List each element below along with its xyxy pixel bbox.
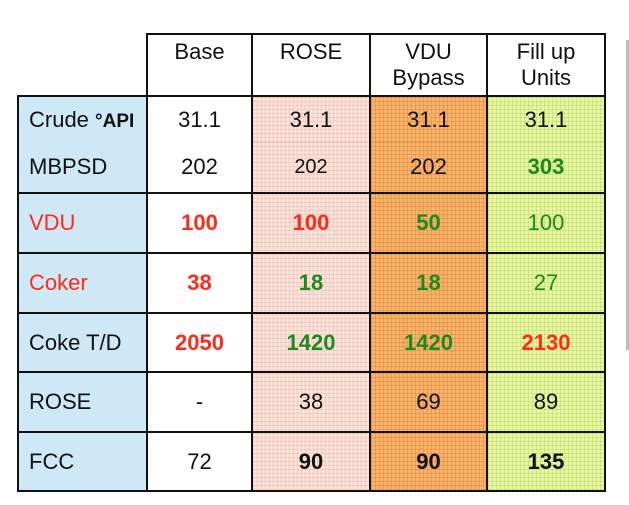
header-base: Base — [146, 33, 253, 97]
cell-crude-base: 31.1 — [146, 95, 253, 142]
row-vdu: VDU 100 100 50 100 — [17, 192, 606, 254]
cell-rose-rose: 38 — [251, 371, 371, 433]
cell-vdu-base: 100 — [146, 192, 253, 254]
row-coke-td: Coke T/D 2050 1420 1420 2130 — [17, 312, 606, 373]
header-row: Base ROSE VDU Bypass Fill up Units — [18, 33, 606, 97]
cell-coke-base: 2050 — [146, 312, 253, 373]
header-rose: ROSE — [251, 33, 371, 97]
header-vdu-line2: Bypass — [392, 65, 465, 90]
header-vdu-bypass: VDU Bypass — [369, 33, 488, 97]
row-label-mbpsd: MBPSD — [17, 142, 148, 194]
header-fill-line2: Units — [520, 65, 572, 90]
cell-fcc-base: 72 — [146, 431, 253, 492]
cell-coker-base: 38 — [146, 252, 253, 314]
cell-coker-vdu-bypass: 18 — [369, 252, 488, 314]
cell-crude-vdu-bypass: 31.1 — [369, 95, 488, 142]
slide-edge-divider — [626, 40, 629, 350]
cell-coker-rose: 18 — [251, 252, 371, 314]
cell-rose-base: - — [146, 371, 253, 433]
header-vdu-line1: VDU — [405, 39, 452, 64]
row-label-coke-td: Coke T/D — [17, 312, 148, 373]
row-coker: Coker 38 18 18 27 — [17, 252, 606, 314]
cell-coke-fill-up: 2130 — [486, 312, 606, 373]
row-mbpsd: MBPSD 202 202 202 303 — [17, 142, 606, 194]
row-crude-api: Crude °API 31.1 31.1 31.1 31.1 — [17, 95, 606, 142]
cell-mbpsd-vdu-bypass: 202 — [369, 142, 488, 194]
header-fill-line1: Fill up — [516, 39, 576, 64]
cell-mbpsd-base: 202 — [146, 142, 253, 194]
cell-coke-vdu-bypass: 1420 — [369, 312, 488, 373]
cell-rose-vdu-bypass: 69 — [369, 371, 488, 433]
cell-fcc-vdu-bypass: 90 — [369, 431, 488, 492]
header-fill-up-units: Fill up Units — [486, 33, 606, 97]
row-label-coker: Coker — [17, 252, 148, 314]
row-label-crude: Crude °API — [17, 95, 148, 142]
cell-coker-fill-up: 27 — [486, 252, 606, 314]
row-label-fcc: FCC — [17, 431, 148, 492]
corner-cell — [18, 34, 147, 96]
crude-label: Crude — [29, 106, 89, 132]
cell-fcc-rose: 90 — [251, 431, 371, 492]
api-unit: °API — [95, 110, 135, 132]
cell-mbpsd-rose: 202 — [251, 142, 371, 194]
cell-rose-fill-up: 89 — [486, 371, 606, 433]
cell-crude-rose: 31.1 — [251, 95, 371, 142]
cell-coke-rose: 1420 — [251, 312, 371, 373]
cell-fcc-fill-up: 135 — [486, 431, 606, 492]
comparison-table: Base ROSE VDU Bypass Fill up Units Crude… — [17, 33, 606, 492]
cell-mbpsd-fill-up: 303 — [486, 142, 606, 194]
row-fcc: FCC 72 90 90 135 — [17, 431, 606, 492]
cell-vdu-vdu-bypass: 50 — [369, 192, 488, 254]
cell-vdu-rose: 100 — [251, 192, 371, 254]
cell-vdu-fill-up: 100 — [486, 192, 606, 254]
cell-crude-fill-up: 31.1 — [486, 95, 606, 142]
row-rose: ROSE - 38 69 89 — [17, 371, 606, 433]
row-label-rose: ROSE — [17, 371, 148, 433]
row-label-vdu: VDU — [17, 192, 148, 254]
